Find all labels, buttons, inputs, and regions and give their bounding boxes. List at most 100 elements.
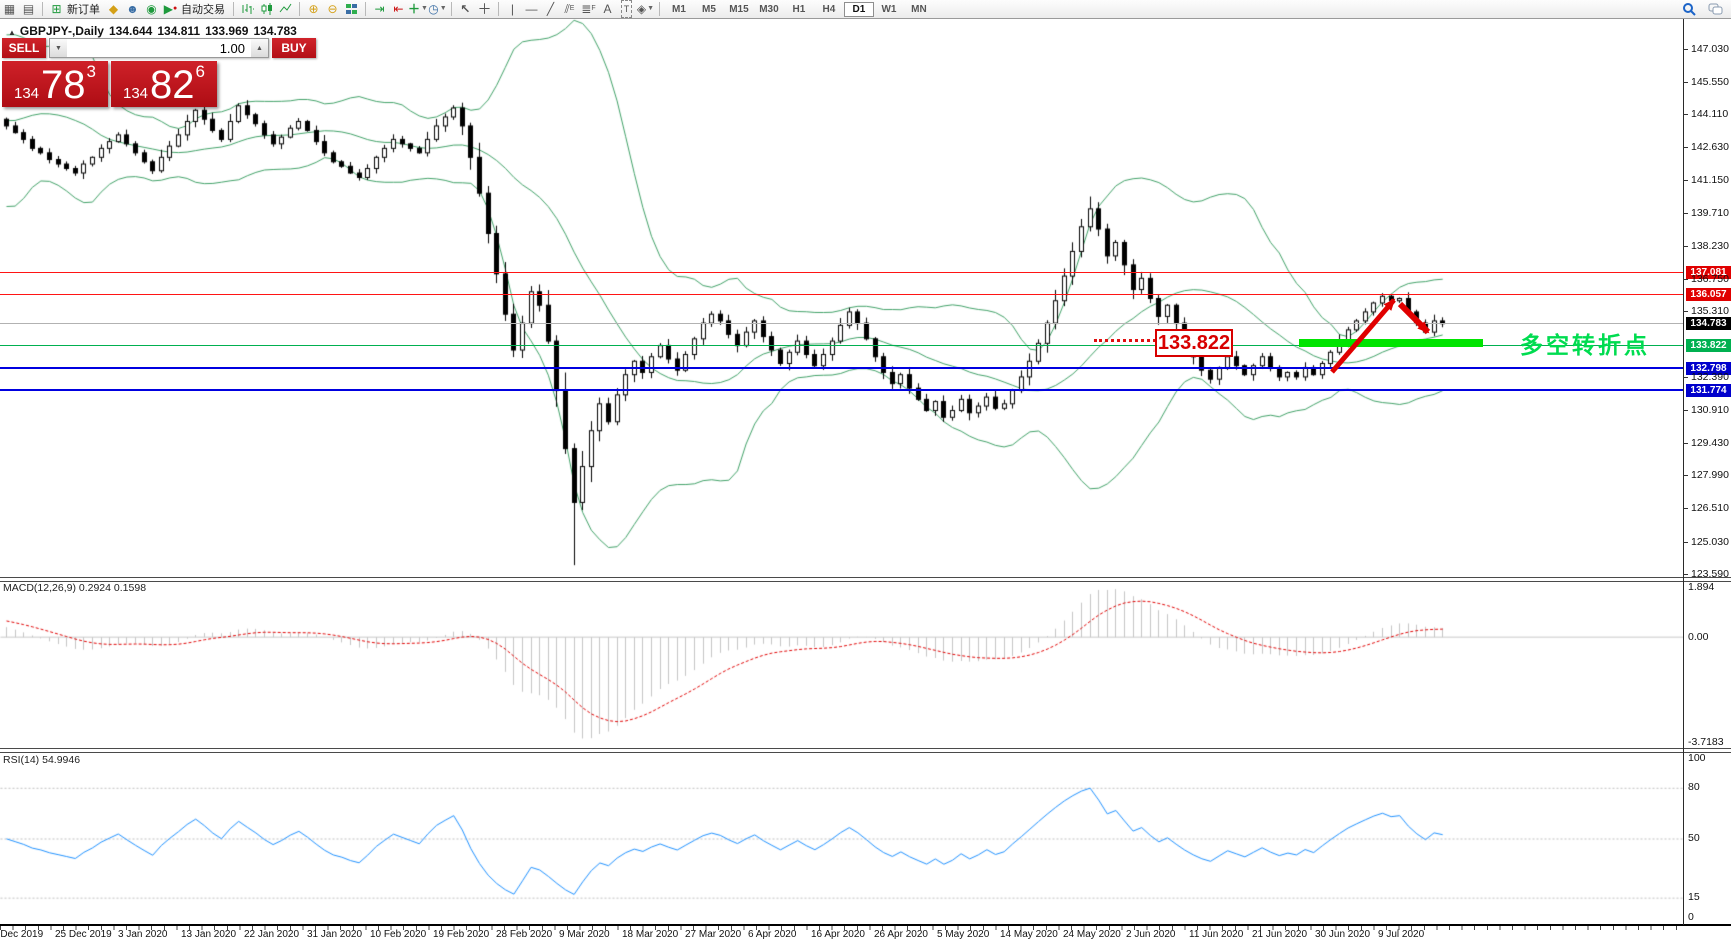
price-tick xyxy=(1683,573,1688,575)
trend-arrows[interactable] xyxy=(1322,288,1446,382)
date-label: 6 Apr 2020 xyxy=(748,929,797,940)
autotrading-icon[interactable]: ▶ ● xyxy=(163,2,178,16)
tab-h4[interactable]: H4 xyxy=(822,3,836,15)
one-click-trading-panel: SELL ▼ ▲ BUY 134 78 3 134 82 6 xyxy=(2,38,316,107)
crosshair-icon[interactable]: ＋ xyxy=(477,1,492,17)
window-icon[interactable]: ▦ xyxy=(3,2,16,16)
candlestick-icon[interactable] xyxy=(257,1,276,17)
pivot-point-label[interactable]: 多空转折点 xyxy=(1520,332,1650,358)
toolbar-separator xyxy=(497,2,499,16)
buy-price-pips: 82 xyxy=(150,63,195,107)
quote-open: 134.644 xyxy=(108,24,153,38)
volume-increase-button[interactable]: ▲ xyxy=(251,39,268,57)
price-tick xyxy=(1683,278,1688,280)
horizontal-line-object[interactable] xyxy=(0,344,1683,346)
panel-separator[interactable] xyxy=(0,748,1731,753)
horizontal-line-object[interactable] xyxy=(0,271,1683,273)
zoom-in-icon[interactable]: ⊕ xyxy=(308,2,319,16)
date-label: 22 Jan 2020 xyxy=(244,929,300,940)
date-label: 24 May 2020 xyxy=(1063,929,1121,940)
price-tick xyxy=(1683,508,1688,510)
price-tick xyxy=(1683,114,1688,116)
price-tick xyxy=(1683,475,1688,477)
rsi-label: RSI(14) 54.9946 xyxy=(3,754,81,766)
macd-axis-max: 1.894 xyxy=(1688,581,1715,593)
text-icon[interactable]: A xyxy=(603,2,612,16)
support-highlight-bar[interactable] xyxy=(1299,339,1483,347)
horizontal-line-object[interactable] xyxy=(0,366,1683,369)
arrows-icon[interactable]: ◈ ▼ xyxy=(636,2,655,16)
price-tick-label: 123.590 xyxy=(1691,567,1729,580)
macd-axis-zero: 0.00 xyxy=(1688,631,1709,643)
indicators-icon[interactable]: ＋ ▼ xyxy=(408,2,428,16)
price-tick-label: 147.030 xyxy=(1691,42,1729,55)
horizontal-line-object[interactable] xyxy=(0,389,1683,392)
price-callout-box[interactable]: 133.822 xyxy=(1155,329,1233,357)
search-icon[interactable] xyxy=(1679,1,1698,17)
sell-price-panel[interactable]: 134 78 3 xyxy=(2,61,108,107)
fibonacci-icon[interactable]: ≣ F xyxy=(581,2,596,16)
vertical-line-icon[interactable]: | xyxy=(510,2,515,16)
date-label: 11 Jun 2020 xyxy=(1189,929,1244,940)
tab-mn[interactable]: MN xyxy=(911,3,927,15)
buy-button[interactable]: BUY xyxy=(272,38,316,58)
toolbar-separator xyxy=(42,2,43,16)
tab-h1[interactable]: H1 xyxy=(792,3,806,15)
buy-price-panel[interactable]: 134 82 6 xyxy=(111,61,217,107)
price-tick xyxy=(1683,212,1688,214)
horizontal-line-object[interactable] xyxy=(0,294,1683,296)
volume-decrease-button[interactable]: ▼ xyxy=(50,39,67,57)
macd-chart-canvas[interactable] xyxy=(0,580,1683,748)
tab-m15[interactable]: M15 xyxy=(729,3,749,15)
cursor-icon[interactable]: ↖ xyxy=(460,2,471,16)
community-icon[interactable]: ☻ xyxy=(126,2,139,16)
price-tick-label: 129.430 xyxy=(1691,436,1729,449)
date-label: 5 Dec 2019 xyxy=(0,929,44,940)
trendline-icon[interactable]: ╱ xyxy=(546,2,555,16)
rsi-chart-canvas[interactable] xyxy=(0,752,1683,925)
price-tick-label: 139.710 xyxy=(1691,206,1729,219)
price-tick xyxy=(1683,311,1688,313)
price-tick xyxy=(1683,48,1688,50)
tab-m1[interactable]: M1 xyxy=(672,3,686,15)
horizontal-line-icon[interactable]: — xyxy=(525,2,538,16)
down-arrow[interactable] xyxy=(1397,301,1431,335)
equidistant-channel-icon[interactable]: ⫽ E xyxy=(564,2,575,16)
market-icon[interactable]: ◆ xyxy=(108,2,119,16)
bar-chart-icon[interactable] xyxy=(238,1,257,17)
auto-scroll-icon[interactable]: ⇥ xyxy=(374,2,385,16)
tab-d1[interactable]: D1 xyxy=(843,1,874,17)
quote-close: 134.783 xyxy=(253,24,297,38)
hline-price-label: 133.822 xyxy=(1686,338,1731,352)
autotrading-label[interactable]: 自动交易 xyxy=(181,4,225,16)
chat-icon[interactable] xyxy=(1706,1,1725,17)
date-label: 30 Jun 2020 xyxy=(1315,929,1371,940)
volume-input[interactable] xyxy=(67,39,251,57)
periods-icon[interactable]: ◷ ▼ xyxy=(428,2,447,16)
new-order-icon[interactable]: ⊞ xyxy=(51,2,62,16)
price-chart-canvas[interactable] xyxy=(0,19,1683,577)
tile-windows-icon[interactable] xyxy=(342,1,361,17)
hline-price-label: 131.774 xyxy=(1686,384,1731,398)
profiles-icon[interactable]: ▤ xyxy=(22,2,35,16)
price-tick xyxy=(1683,409,1688,411)
sell-button[interactable]: SELL xyxy=(2,38,46,58)
line-chart-icon[interactable] xyxy=(276,1,295,17)
panel-separator[interactable] xyxy=(0,577,1731,582)
up-arrow[interactable] xyxy=(1330,298,1396,374)
tab-m5[interactable]: M5 xyxy=(702,3,716,15)
date-label: 28 Feb 2020 xyxy=(496,929,553,940)
date-label: 5 May 2020 xyxy=(937,929,990,940)
chart-shift-icon[interactable]: ⇤ xyxy=(393,2,404,16)
tab-m30[interactable]: M30 xyxy=(759,3,779,15)
toolbar-separator xyxy=(299,2,300,16)
sell-price-pips: 78 xyxy=(41,63,86,107)
date-label: 26 Apr 2020 xyxy=(874,929,928,940)
new-order-label[interactable]: 新订单 xyxy=(67,4,100,16)
publisher-icon[interactable]: ◉ xyxy=(146,2,157,16)
time-scale-ticks xyxy=(0,926,1683,930)
zoom-out-icon[interactable]: ⊖ xyxy=(327,2,338,16)
text-label-icon[interactable]: T xyxy=(617,0,636,18)
tab-w1[interactable]: W1 xyxy=(881,3,897,15)
